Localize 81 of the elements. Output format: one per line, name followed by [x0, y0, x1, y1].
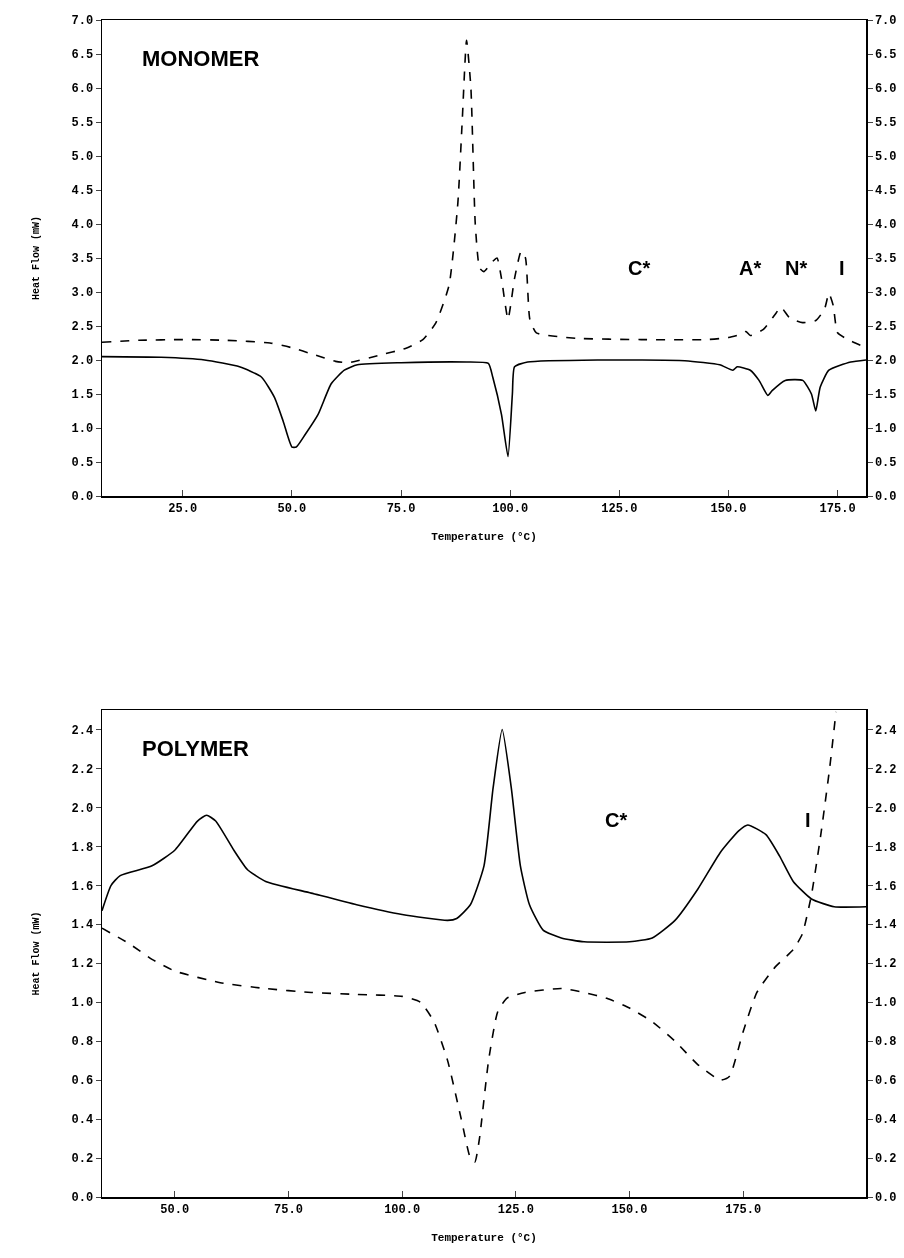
y-tick-label: 1.4 — [71, 918, 94, 933]
x-tick-label: 125.0 — [497, 1202, 534, 1217]
y2-tick-label: 0.5 — [874, 456, 897, 471]
y2-tick-label: 4.5 — [874, 184, 897, 199]
y2-tick-label: 1.0 — [874, 996, 897, 1011]
annotation: C* — [605, 809, 628, 831]
y-axis-title: Heat Flow (mW) — [30, 911, 42, 996]
y-tick-label: 0.2 — [71, 1152, 94, 1167]
y2-tick-label: 0.0 — [874, 490, 897, 505]
x-tick-label: 125.0 — [601, 501, 638, 516]
y-tick-label: 6.5 — [71, 48, 94, 63]
y-tick-label: 2.4 — [71, 723, 94, 738]
y-tick-label: 3.5 — [71, 252, 94, 267]
y-tick-label: 5.5 — [71, 116, 94, 131]
text: MONOMER — [142, 46, 260, 71]
y2-tick-label: 4.0 — [874, 218, 897, 233]
y-tick-label: 2.5 — [71, 320, 94, 335]
y2-tick-label: 1.4 — [874, 918, 897, 933]
y-tick-label: 7.0 — [71, 14, 94, 29]
y-tick-label: 5.0 — [71, 150, 94, 165]
text: POLYMER — [142, 736, 249, 761]
y-tick-label: 4.5 — [71, 184, 94, 199]
x-tick-label: 175.0 — [725, 1202, 762, 1217]
y2-tick-label: 3.0 — [874, 286, 897, 301]
y2-tick-label: 5.0 — [874, 150, 897, 165]
x-tick-label: 175.0 — [819, 501, 856, 516]
y-tick-label: 1.6 — [71, 879, 94, 894]
y-tick-label: 0.6 — [71, 1074, 94, 1089]
y2-tick-label: 1.0 — [874, 422, 897, 437]
annotation: A* — [739, 257, 762, 279]
y-tick-label: 1.0 — [71, 996, 94, 1011]
y-tick-label: 2.0 — [71, 354, 94, 369]
y-tick-label: 3.0 — [71, 286, 94, 301]
y-tick-label: 1.8 — [71, 840, 94, 855]
y2-tick-label: 0.6 — [874, 1074, 897, 1089]
x-tick-label: 150.0 — [611, 1202, 648, 1217]
x-tick-label: 50.0 — [160, 1202, 190, 1217]
x-tick-label: 25.0 — [168, 501, 198, 516]
annotation: N* — [785, 257, 808, 279]
y2-tick-label: 2.5 — [874, 320, 897, 335]
x-axis-title: Temperature (°C) — [431, 530, 537, 543]
y2-tick-label: 0.2 — [874, 1152, 897, 1167]
y2-tick-label: 6.5 — [874, 48, 897, 63]
x-tick-label: 75.0 — [386, 501, 416, 516]
y-tick-label: 6.0 — [71, 82, 94, 97]
y2-tick-label: 1.8 — [874, 840, 897, 855]
y2-tick-label: 7.0 — [874, 14, 897, 29]
x-tick-label: 50.0 — [277, 501, 307, 516]
y-tick-label: 2.0 — [71, 801, 94, 816]
x-tick-label: 100.0 — [384, 1202, 421, 1217]
y2-tick-label: 1.6 — [874, 879, 897, 894]
x-axis-title: Temperature (°C) — [431, 1231, 537, 1244]
x-tick-label: 75.0 — [274, 1202, 303, 1217]
y2-tick-label: 0.8 — [874, 1035, 897, 1050]
y2-tick-label: 0.4 — [874, 1113, 897, 1128]
x-tick-label: 100.0 — [492, 501, 529, 516]
y-tick-label: 0.8 — [71, 1035, 94, 1050]
annotation: I — [839, 257, 845, 279]
y2-tick-label: 2.4 — [874, 723, 897, 738]
y2-tick-label: 6.0 — [874, 82, 897, 97]
y2-tick-label: 1.5 — [874, 388, 897, 403]
y2-tick-label: 3.5 — [874, 252, 897, 267]
y-tick-label: 0.0 — [71, 490, 94, 505]
annotation: C* — [628, 257, 651, 279]
y2-tick-label: 5.5 — [874, 116, 897, 131]
y-tick-label: 2.2 — [71, 762, 94, 777]
y2-tick-label: 2.0 — [874, 801, 897, 816]
y-tick-label: 0.4 — [71, 1113, 94, 1128]
y2-tick-label: 2.0 — [874, 354, 897, 369]
y-tick-label: 4.0 — [71, 218, 94, 233]
y-axis-title: Heat Flow (mW) — [30, 215, 42, 301]
annotation: I — [805, 809, 811, 831]
y-tick-label: 0.5 — [71, 456, 94, 471]
y-tick-label: 1.5 — [71, 388, 94, 403]
y2-tick-label: 2.2 — [874, 762, 897, 777]
y2-tick-label: 1.2 — [874, 957, 897, 972]
x-tick-label: 150.0 — [710, 501, 747, 516]
y-tick-label: 1.0 — [71, 422, 94, 437]
y-tick-label: 1.2 — [71, 957, 94, 972]
y-tick-label: 0.0 — [71, 1191, 94, 1206]
y2-tick-label: 0.0 — [874, 1191, 897, 1206]
